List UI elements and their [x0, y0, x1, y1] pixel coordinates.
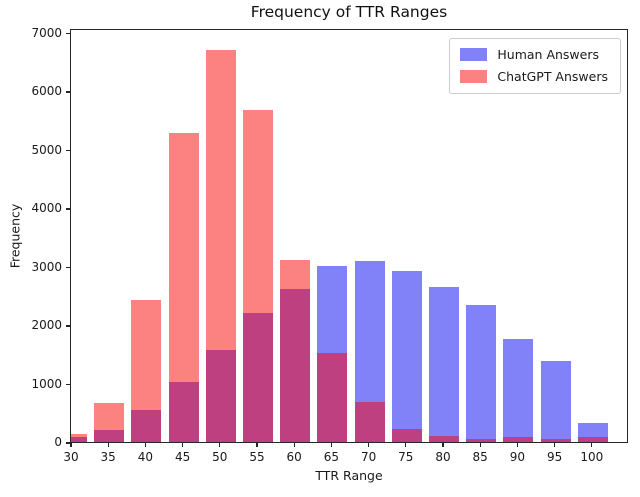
- hist-bar-overlap-80: [429, 436, 459, 442]
- legend: Human Answers ChatGPT Answers: [449, 38, 621, 94]
- y-tick-label: 5000: [31, 142, 62, 157]
- y-tick-mark: [65, 149, 70, 152]
- x-tick-mark: [442, 443, 444, 447]
- hist-bar-human-95: [540, 360, 571, 442]
- x-tick-label: 50: [212, 450, 228, 464]
- y-axis-label: Frequency: [7, 203, 23, 269]
- y-tick-mark: [65, 325, 70, 327]
- hist-bar-human-85: [466, 305, 497, 442]
- x-tick-label: 70: [360, 450, 377, 464]
- x-tick-mark: [256, 443, 258, 447]
- hist-bar-overlap-100: [577, 437, 608, 442]
- chart-title: Frequency of TTR Ranges: [250, 3, 448, 21]
- y-tick-label: 1000: [31, 376, 62, 391]
- hist-bar-overlap-95: [540, 438, 571, 442]
- legend-label-human-answers: Human Answers: [497, 47, 599, 62]
- y-tick-mark: [65, 208, 70, 210]
- x-tick-label: 85: [472, 450, 488, 464]
- legend-swatch-chatgpt-answers: [460, 70, 488, 83]
- x-tick-mark: [591, 443, 593, 447]
- x-tick-mark: [70, 443, 72, 447]
- hist-bar-overlap-45: [168, 381, 199, 442]
- y-tick-label: 2000: [31, 318, 62, 332]
- hist-bar-overlap-70: [354, 402, 385, 442]
- plot-area: Human Answers ChatGPT Answers: [70, 29, 628, 443]
- hist-bar-overlap-85: [466, 438, 497, 442]
- x-tick-label: 90: [509, 450, 526, 464]
- x-tick-mark: [405, 443, 407, 447]
- x-tick-label: 35: [100, 450, 116, 464]
- hist-bar-overlap-30: [71, 437, 87, 442]
- legend-swatch-human-answers: [460, 48, 488, 61]
- x-tick-mark: [182, 443, 184, 447]
- x-tick-label: 40: [137, 450, 154, 464]
- x-tick-label: 55: [249, 450, 265, 464]
- legend-label-chatgpt-answers: ChatGPT Answers: [497, 69, 608, 84]
- hist-bar-human-80: [429, 286, 459, 442]
- x-tick-mark: [144, 443, 147, 447]
- y-tick-label: 6000: [31, 84, 62, 98]
- hist-bar-human-75: [391, 270, 422, 442]
- x-tick-label: 60: [286, 450, 302, 464]
- hist-bar-overlap-75: [391, 428, 422, 442]
- x-tick-mark: [554, 443, 556, 447]
- hist-bar-overlap-40: [131, 410, 162, 442]
- hist-bar-human-100: [577, 422, 608, 442]
- x-tick-mark: [516, 443, 519, 447]
- x-tick-mark: [479, 443, 481, 447]
- x-tick-label: 95: [546, 450, 563, 464]
- y-tick-mark: [65, 442, 70, 444]
- hist-bar-overlap-35: [94, 429, 125, 442]
- x-tick-mark: [293, 443, 295, 447]
- legend-item-chatgpt: ChatGPT Answers: [460, 69, 608, 84]
- hist-bar-human-90: [503, 339, 534, 442]
- x-tick-mark: [219, 443, 221, 447]
- x-axis-label: TTR Range: [315, 468, 383, 483]
- y-tick-mark: [65, 32, 70, 35]
- y-tick-label: 4000: [31, 201, 62, 215]
- x-tick-label: 45: [174, 450, 191, 464]
- hist-bar-overlap-55: [243, 312, 273, 442]
- x-tick-label: 80: [435, 450, 451, 464]
- y-tick-label: 3000: [31, 259, 62, 274]
- x-tick-label: 100: [580, 450, 604, 464]
- y-tick-label: 7000: [31, 25, 62, 40]
- x-tick-label: 30: [63, 450, 79, 464]
- hist-bar-overlap-60: [280, 289, 311, 442]
- x-tick-mark: [107, 443, 109, 447]
- hist-bar-overlap-50: [205, 349, 236, 442]
- hist-bar-overlap-90: [503, 437, 534, 442]
- y-tick-mark: [65, 383, 70, 386]
- x-tick-label: 65: [323, 450, 340, 464]
- y-tick-mark: [65, 91, 70, 93]
- legend-item-human: Human Answers: [460, 47, 608, 62]
- y-tick-label: 0: [54, 435, 62, 449]
- y-tick-mark: [65, 266, 70, 269]
- x-tick-label: 75: [398, 450, 414, 464]
- x-tick-mark: [330, 443, 333, 447]
- x-tick-mark: [368, 443, 370, 447]
- hist-bar-overlap-65: [317, 353, 348, 442]
